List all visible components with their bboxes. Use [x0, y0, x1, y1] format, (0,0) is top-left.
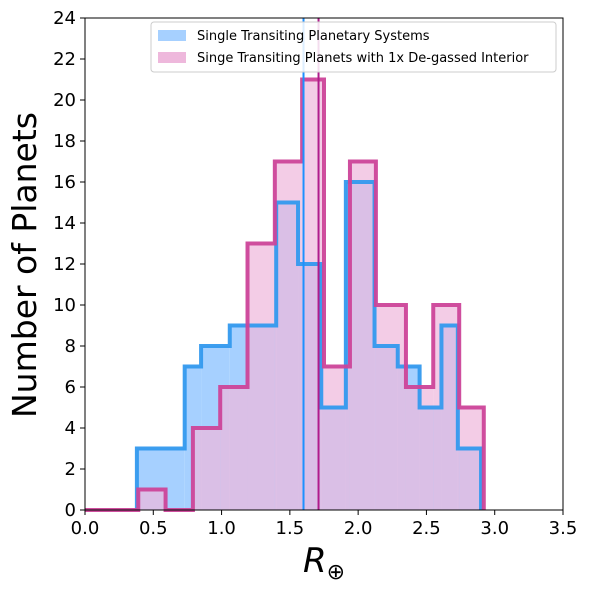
x-tick-label: 1.5 — [276, 518, 305, 539]
y-tick-label: 16 — [53, 172, 76, 193]
histogram-bar — [192, 428, 221, 510]
y-tick-label: 0 — [65, 500, 76, 521]
histogram-bar — [349, 161, 376, 510]
y-tick-label: 12 — [53, 254, 76, 275]
y-tick-label: 4 — [65, 418, 76, 439]
legend-entry-label: Singe Transiting Planets with 1x De-gass… — [197, 51, 529, 66]
x-tick-label: 0.0 — [71, 518, 100, 539]
histogram-bar — [220, 387, 248, 510]
x-axis-ticks: 0.0 0.5 1.0 1.5 2.0 2.5 3.0 3.5 — [71, 510, 578, 539]
histogram-bar — [375, 305, 406, 510]
y-tick-label: 10 — [53, 295, 76, 316]
histogram-bar — [138, 489, 166, 510]
x-tick-label: 1.0 — [207, 518, 236, 539]
x-axis-label: R⊕ — [303, 541, 345, 585]
histogram-outline — [134, 180, 484, 510]
legend-entry-label: Single Transiting Planetary Systems — [197, 29, 430, 44]
y-tick-label: 6 — [65, 377, 76, 398]
y-tick-label: 14 — [53, 213, 76, 234]
mean-lines — [302, 18, 320, 510]
x-tick-label: 2.5 — [412, 518, 441, 539]
y-tick-label: 24 — [53, 8, 76, 29]
y-tick-label: 20 — [53, 90, 76, 111]
y-tick-label: 2 — [65, 459, 76, 480]
legend-box — [150, 21, 557, 73]
histogram-fills — [136, 79, 484, 510]
y-axis-label: Number of Planets — [5, 112, 44, 418]
x-axis-label-subscript: ⊕ — [327, 560, 345, 585]
y-tick-label: 18 — [53, 131, 76, 152]
x-tick-label: 2.0 — [344, 518, 373, 539]
legend-swatch — [158, 52, 186, 63]
y-tick-label: 22 — [53, 49, 76, 70]
x-tick-label: 3.0 — [480, 518, 509, 539]
x-tick-label: 3.5 — [549, 518, 578, 539]
x-axis-label-main: R — [303, 541, 327, 581]
legend: Single Transiting Planetary Systems Singe… — [150, 21, 557, 73]
histogram-bar — [247, 243, 275, 510]
y-tick-label: 8 — [65, 336, 76, 357]
legend-swatch — [158, 30, 186, 41]
x-tick-label: 0.5 — [139, 518, 168, 539]
